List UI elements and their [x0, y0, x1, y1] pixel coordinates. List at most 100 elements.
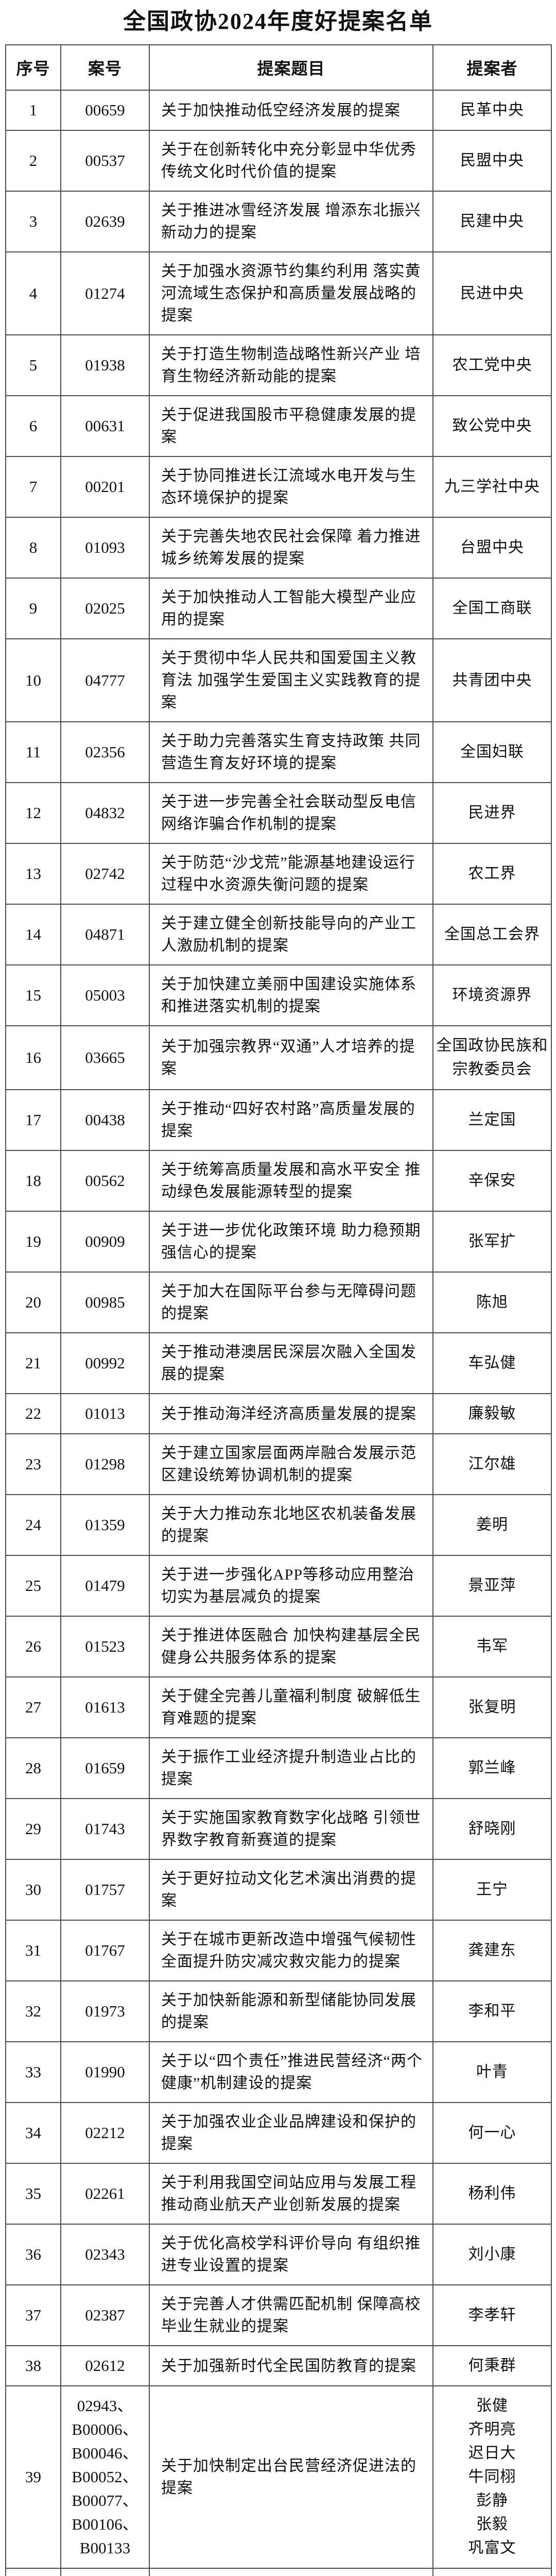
proposer-cell: 江尔雄	[432, 1433, 552, 1495]
case-number-cell: 02356	[60, 721, 150, 783]
proposer-cell: 致公党中央	[432, 395, 552, 457]
serial-number-cell: 39	[5, 2385, 61, 2569]
table-row: 29 01743 关于实施国家教育数字化战略 引领世界数字教育新赛道的提案 舒晓…	[5, 1798, 552, 1860]
proposal-title-cell: 关于推进冰雪经济发展 增添东北振兴新动力的提案	[149, 191, 433, 252]
proposer-cell: 民盟中央	[432, 130, 552, 192]
proposal-title-cell: 关于加快新能源和新型储能协同发展的提案	[149, 1980, 433, 2042]
proposal-title-cell: 关于贯彻中华人民共和国爱国主义教育法 加强学生爱国主义实践教育的提案	[149, 638, 433, 722]
proposal-title-cell: 关于促进我国股市平稳健康发展的提案	[149, 395, 433, 457]
proposal-title-cell: 关于推动海洋经济高质量发展的提案	[149, 1393, 433, 1434]
proposer-cell: 舒晓刚	[432, 1798, 552, 1860]
case-number-cell: 01659	[60, 1737, 150, 1799]
table-row: 5 01938 关于打造生物制造战略性新兴产业 培育生物经济新动能的提案 农工党…	[5, 334, 552, 396]
proposal-title-cell: 关于促进平台经济规范健康发展的提案	[149, 2568, 433, 2576]
proposer-cell: 张复明	[432, 1676, 552, 1738]
table-row: 32 01973 关于加快新能源和新型储能协同发展的提案 李和平	[5, 1980, 552, 2042]
serial-number-cell: 19	[5, 1211, 61, 1273]
proposal-title-cell: 关于加强宗教界“双通”人才培养的提案	[149, 1025, 433, 1090]
table-row: 37 02387 关于完善人才供需匹配机制 保障高校毕业生就业的提案 李孝轩	[5, 2284, 552, 2346]
table-row: 22 01013 关于推动海洋经济高质量发展的提案 廉毅敏	[5, 1393, 552, 1434]
proposal-table: 序号 案号 提案题目 提案者 1 00659 关于加快推动低空经济发展的提案 民…	[5, 44, 552, 2576]
serial-number-cell: 16	[5, 1025, 61, 1090]
proposal-title-cell: 关于打造生物制造战略性新兴产业 培育生物经济新动能的提案	[149, 334, 433, 396]
proposer-cell: 姜明	[432, 1494, 552, 1556]
table-row: 15 05003 关于加快建立美丽中国建设实施体系和推进落实机制的提案 环境资源…	[5, 964, 552, 1026]
proposal-title-cell: 关于在创新转化中充分彰显中华优秀传统文化时代价值的提案	[149, 130, 433, 192]
proposer-cell: 叶青	[432, 2041, 552, 2103]
table-row: 14 04871 关于建立健全创新技能导向的产业工人激励机制的提案 全国总工会界	[5, 904, 552, 965]
table-row: 34 02212 关于加强农业企业品牌建设和保护的提案 何一心	[5, 2102, 552, 2164]
serial-number-cell: 2	[5, 130, 61, 192]
proposal-title-cell: 关于利用我国空间站应用与发展工程 推动商业航天产业创新发展的提案	[149, 2163, 433, 2225]
serial-number-cell: 30	[5, 1859, 61, 1921]
proposer-cell: 张健 齐明亮 迟日大 牛同栩 彭静 张毅 巩富文	[432, 2385, 552, 2569]
proposal-title-cell: 关于振作工业经济提升制造业占比的提案	[149, 1737, 433, 1799]
proposal-title-cell: 关于完善人才供需匹配机制 保障高校毕业生就业的提案	[149, 2284, 433, 2346]
serial-number-cell: 18	[5, 1150, 61, 1212]
proposer-cell: 民革中央	[432, 90, 552, 131]
case-number-cell: 00659	[60, 90, 150, 131]
serial-number-cell: 37	[5, 2284, 61, 2346]
case-number-cell: 02343	[60, 2224, 150, 2285]
case-number-cell: 00438	[60, 1089, 150, 1151]
proposal-title-cell: 关于建立国家层面两岸融合发展示范区建设统筹协调机制的提案	[149, 1433, 433, 1495]
case-number-cell: 02025	[60, 578, 150, 639]
case-number-cell: 04777	[60, 638, 150, 722]
table-row: 33 01990 关于以“四个责任”推进民营经济“两个健康”机制建设的提案 叶青	[5, 2041, 552, 2103]
case-number-cell: 01613	[60, 1676, 150, 1738]
header-case-number: 案号	[60, 44, 150, 91]
proposer-cell: 张军扩	[432, 1211, 552, 1273]
proposal-title-cell: 关于大力推动东北地区农机装备发展的提案	[149, 1494, 433, 1556]
proposer-cell: 台盟中央	[432, 517, 552, 579]
table-row: 13 02742 关于防范“沙戈荒”能源基地建设运行过程中水资源失衡问题的提案 …	[5, 843, 552, 905]
proposer-cell: 农工党中央	[432, 334, 552, 396]
case-number-cell: 01523	[60, 1616, 150, 1677]
case-number-cell: 00985	[60, 1272, 150, 1333]
case-number-cell: 01359	[60, 1494, 150, 1556]
serial-number-cell: 9	[5, 578, 61, 639]
table-row: 31 01767 关于在城市更新改造中增强气候韧性 全面提升防灾减灾救灾能力的提…	[5, 1920, 552, 1981]
table-row: 35 02261 关于利用我国空间站应用与发展工程 推动商业航天产业创新发展的提…	[5, 2163, 552, 2225]
case-number-cell: 00201	[60, 456, 150, 518]
table-row: 10 04777 关于贯彻中华人民共和国爱国主义教育法 加强学生爱国主义实践教育…	[5, 638, 552, 722]
serial-number-cell: 28	[5, 1737, 61, 1799]
serial-number-cell: 38	[5, 2345, 61, 2386]
table-row: 4 01274 关于加强水资源节约集约利用 落实黄河流域生态保护和高质量发展战略…	[5, 251, 552, 335]
page-title: 全国政协2024年度好提案名单	[123, 9, 433, 34]
proposal-title-cell: 关于优化高校学科评价导向 有组织推进专业设置的提案	[149, 2224, 433, 2285]
table-row: 36 02343 关于优化高校学科评价导向 有组织推进专业设置的提案 刘小康	[5, 2224, 552, 2285]
proposal-title-cell: 关于加大在国际平台参与无障碍问题的提案	[149, 1272, 433, 1333]
serial-number-cell: 33	[5, 2041, 61, 2103]
serial-number-cell: 12	[5, 782, 61, 844]
proposal-title-cell: 关于在城市更新改造中增强气候韧性 全面提升防灾减灾救灾能力的提案	[149, 1920, 433, 1981]
table-wrapper: 序号 案号 提案题目 提案者 1 00659 关于加快推动低空经济发展的提案 民…	[5, 44, 552, 2576]
serial-number-cell: 3	[5, 191, 61, 252]
proposal-title-cell: 关于助力完善落实生育支持政策 共同营造生育友好环境的提案	[149, 721, 433, 783]
table-row: 38 02612 关于加强新时代全民国防教育的提案 何秉群	[5, 2345, 552, 2386]
proposer-cell: 李孝轩	[432, 2284, 552, 2346]
proposal-title-cell: 关于进一步强化APP等移动应用整治 切实为基层减负的提案	[149, 1555, 433, 1617]
proposal-title-cell: 关于进一步优化政策环境 助力稳预期强信心的提案	[149, 1211, 433, 1273]
table-row: 26 01523 关于推进体医融合 加快构建基层全民健身公共服务体系的提案 韦军	[5, 1616, 552, 1677]
proposer-cell: 韦军	[432, 1616, 552, 1677]
table-row: 18 00562 关于统筹高质量发展和高水平安全 推动绿色发展能源转型的提案 辛…	[5, 1150, 552, 1212]
case-number-cell: 02261	[60, 2163, 150, 2225]
serial-number-cell: 5	[5, 334, 61, 396]
serial-number-cell: 40	[5, 2568, 61, 2576]
table-row: 16 03665 关于加强宗教界“双通”人才培养的提案 全国政协民族和宗教委员会	[5, 1025, 552, 1090]
proposer-cell: 民进界	[432, 782, 552, 844]
proposal-title-cell: 关于加强新时代全民国防教育的提案	[149, 2345, 433, 2386]
serial-number-cell: 7	[5, 456, 61, 518]
proposal-title-cell: 关于防范“沙戈荒”能源基地建设运行过程中水资源失衡问题的提案	[149, 843, 433, 905]
table-row: 20 00985 关于加大在国际平台参与无障碍问题的提案 陈旭	[5, 1272, 552, 1333]
proposal-title-cell: 关于健全完善儿童福利制度 破解低生育难题的提案	[149, 1676, 433, 1738]
case-number-cell: 02943、 B00006、 B00046、 B00052、 B00077、 B…	[60, 2385, 150, 2569]
proposal-table-body: 1 00659 关于加快推动低空经济发展的提案 民革中央 2 00537 关于在…	[5, 90, 552, 2576]
case-number-cell: 01274	[60, 251, 150, 335]
proposal-title-cell: 关于推进体医融合 加快构建基层全民健身公共服务体系的提案	[149, 1616, 433, 1677]
table-row: 11 02356 关于助力完善落实生育支持政策 共同营造生育友好环境的提案 全国…	[5, 721, 552, 783]
case-number-cell: 03665	[60, 1025, 150, 1090]
case-number-cell: 00909	[60, 1211, 150, 1273]
serial-number-cell: 6	[5, 395, 61, 457]
proposer-cell: 环境资源界	[432, 964, 552, 1026]
